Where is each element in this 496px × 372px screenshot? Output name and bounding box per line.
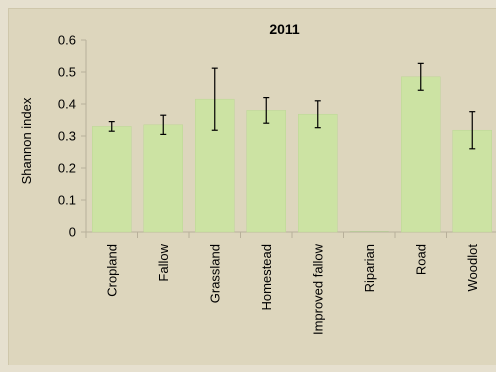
y-tick-labels: 0 0.1 0.2 0.3 0.4 0.5 0.6 bbox=[58, 33, 76, 240]
chart-title: 2011 bbox=[269, 21, 300, 37]
y-tick-label: 0.1 bbox=[58, 193, 76, 208]
y-tick-label: 0.4 bbox=[58, 97, 76, 112]
chart-panel: 0 0.1 0.2 0.3 0.4 0.5 0.6 Cropland Fallow Grassl… bbox=[8, 8, 496, 365]
x-tick-label: Homestead bbox=[259, 244, 274, 310]
y-tick-label: 0.3 bbox=[58, 129, 76, 144]
x-tick-label: Grassland bbox=[207, 244, 222, 303]
error-bar-woodlot bbox=[469, 111, 476, 150]
error-bar-cropland bbox=[108, 120, 115, 132]
bar-chart: 0 0.1 0.2 0.3 0.4 0.5 0.6 Cropland Fallow Grassl… bbox=[19, 21, 496, 335]
y-tick-label: 0.2 bbox=[58, 161, 76, 176]
category-labels: Cropland Fallow Grassland Homestead Improved… bbox=[104, 243, 480, 335]
bar-homestead bbox=[246, 110, 286, 233]
x-tick-label: Woodlot bbox=[465, 244, 480, 292]
bar-improved-fallow bbox=[298, 113, 338, 233]
y-tick-label: 0.6 bbox=[58, 33, 76, 48]
error-bar-homestead bbox=[263, 96, 270, 124]
bar-cropland bbox=[92, 126, 132, 233]
error-bar-fallow bbox=[160, 114, 167, 136]
y-axis-label: Shannon index bbox=[19, 97, 34, 184]
error-bar-road bbox=[417, 62, 424, 91]
error-bar-grassland bbox=[211, 67, 218, 131]
error-bars bbox=[108, 62, 476, 150]
bars bbox=[92, 76, 492, 233]
x-tick-label: Cropland bbox=[104, 244, 119, 297]
y-tick-label: 0.5 bbox=[58, 65, 76, 80]
x-tick-label: Road bbox=[413, 244, 428, 275]
x-tick-label: Riparian bbox=[362, 244, 377, 292]
x-tick-label: Fallow bbox=[156, 243, 171, 281]
error-bar-improved-fallow bbox=[314, 100, 321, 129]
bar-fallow bbox=[143, 124, 183, 233]
y-tick-label: 0 bbox=[69, 225, 76, 240]
bar-road bbox=[401, 76, 441, 233]
x-tick-label: Improved fallow bbox=[310, 243, 325, 335]
